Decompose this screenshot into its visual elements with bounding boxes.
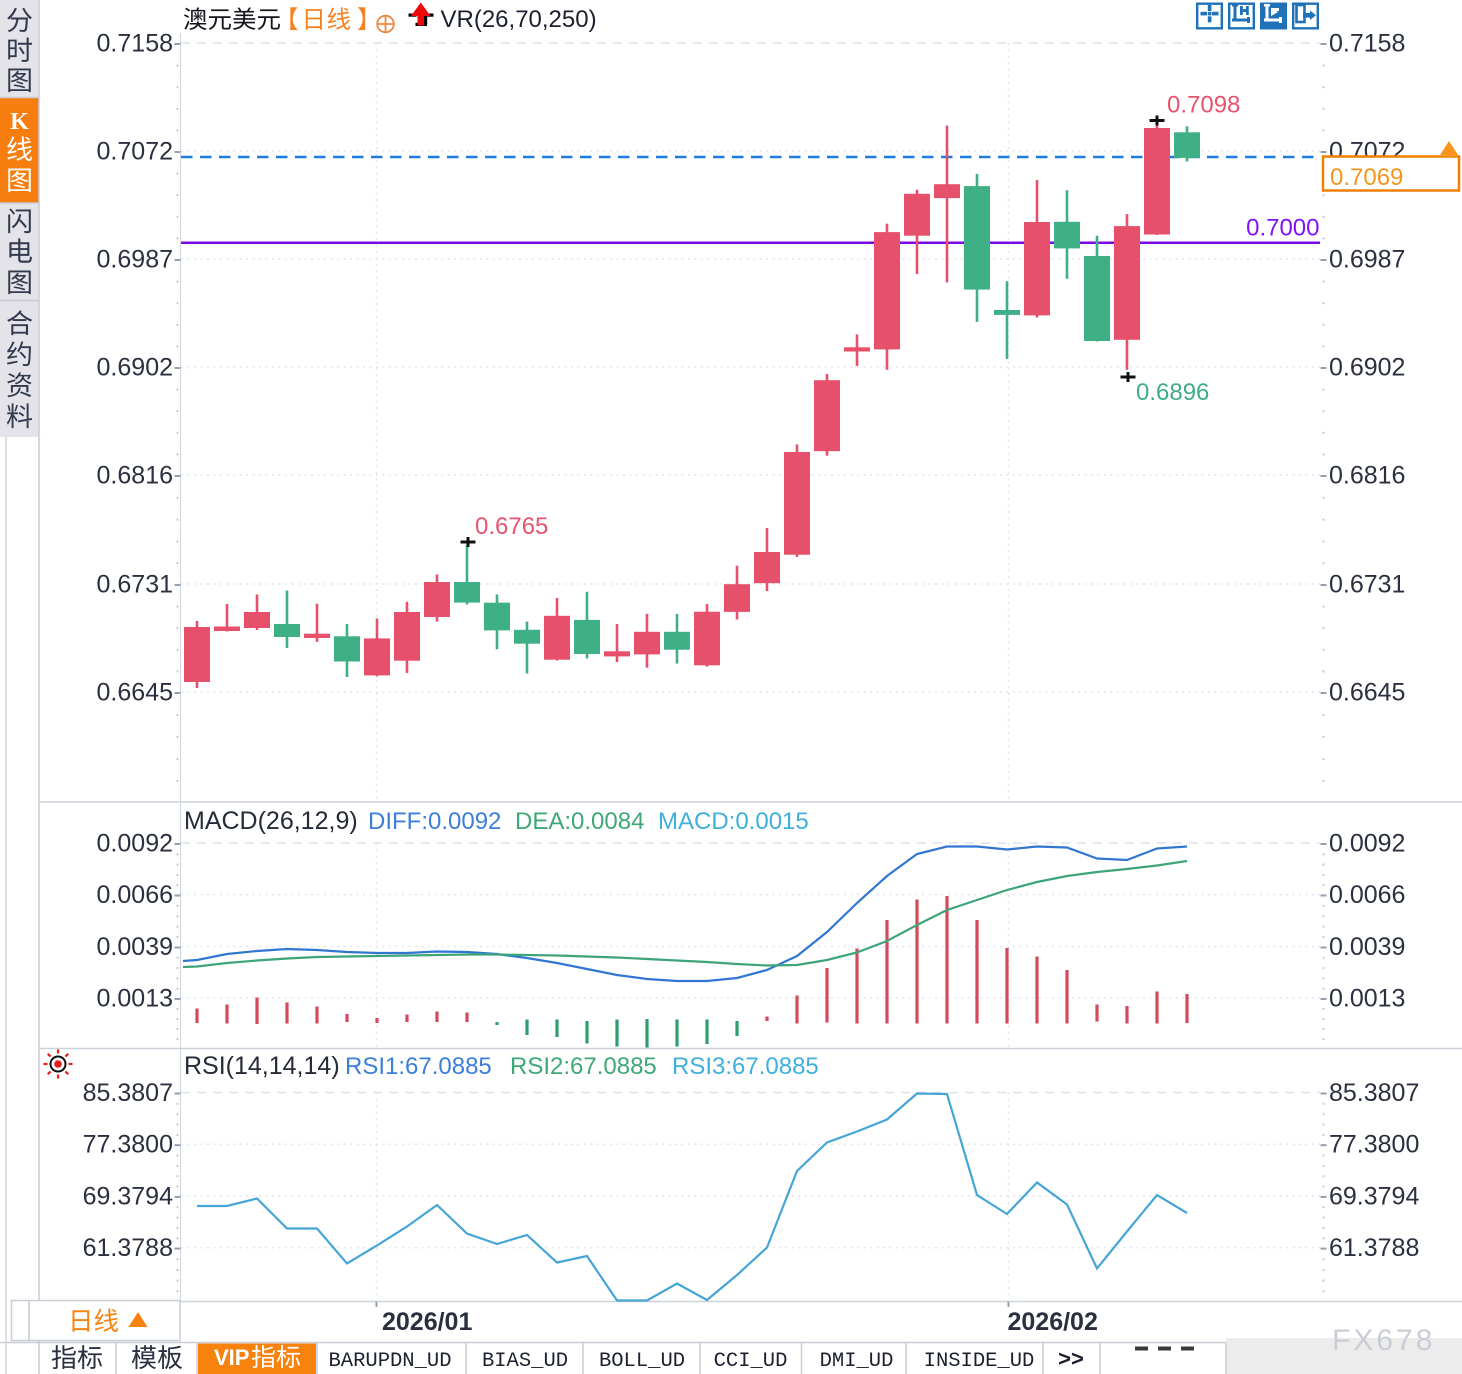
svg-text:85.3807: 85.3807	[83, 1079, 173, 1107]
svg-text:DEA:0.0084: DEA:0.0084	[515, 808, 644, 835]
svg-text:0.6816: 0.6816	[97, 462, 173, 490]
svg-text:2026/01: 2026/01	[382, 1308, 472, 1336]
svg-text:BIAS_UD: BIAS_UD	[482, 1350, 568, 1373]
svg-text:CCI_UD: CCI_UD	[714, 1350, 788, 1373]
svg-text:DIFF:0.0092: DIFF:0.0092	[368, 808, 501, 835]
svg-text:INSIDE_UD: INSIDE_UD	[924, 1350, 1035, 1373]
svg-text:0.0092: 0.0092	[97, 830, 173, 858]
svg-text:77.3800: 77.3800	[83, 1131, 173, 1159]
svg-text:BOLL_UD: BOLL_UD	[599, 1350, 685, 1373]
svg-text:0.7158: 0.7158	[1329, 30, 1405, 58]
svg-text:0.0039: 0.0039	[97, 933, 173, 961]
svg-text:0.6987: 0.6987	[1329, 246, 1405, 274]
svg-text:0.6731: 0.6731	[97, 571, 173, 599]
svg-text:85.3807: 85.3807	[1329, 1079, 1419, 1107]
svg-text:RSI3:67.0885: RSI3:67.0885	[672, 1053, 819, 1080]
svg-text:K: K	[10, 109, 29, 135]
svg-text:0.7098: 0.7098	[1167, 92, 1240, 119]
svg-text:MACD(26,12,9): MACD(26,12,9)	[184, 807, 358, 835]
svg-text:VIP: VIP	[214, 1345, 249, 1370]
svg-text:0.0066: 0.0066	[97, 881, 173, 909]
svg-text:0.6902: 0.6902	[1329, 354, 1405, 382]
svg-text:0.0013: 0.0013	[1329, 985, 1405, 1013]
svg-text:0.6816: 0.6816	[1329, 462, 1405, 490]
svg-text:0.7000: 0.7000	[1246, 215, 1319, 242]
svg-text:FX678: FX678	[1332, 1324, 1435, 1357]
svg-text:61.3788: 61.3788	[83, 1234, 173, 1262]
svg-text:0.7158: 0.7158	[97, 30, 173, 58]
svg-text:BARUPDN_UD: BARUPDN_UD	[328, 1350, 451, 1373]
svg-text:2026/02: 2026/02	[1008, 1308, 1098, 1336]
svg-text:0.6645: 0.6645	[97, 679, 173, 707]
svg-text:0.0066: 0.0066	[1329, 881, 1405, 909]
svg-text:VR(26,70,250): VR(26,70,250)	[441, 6, 597, 33]
svg-text:0.0013: 0.0013	[97, 985, 173, 1013]
svg-text:69.3794: 69.3794	[83, 1182, 173, 1210]
svg-text:>>: >>	[1058, 1346, 1084, 1371]
svg-text:0.6902: 0.6902	[97, 354, 173, 382]
svg-text:RSI1:67.0885: RSI1:67.0885	[345, 1053, 492, 1080]
svg-text:0.6896: 0.6896	[1136, 379, 1209, 406]
svg-text:RSI(14,14,14): RSI(14,14,14)	[184, 1052, 340, 1080]
svg-text:0.7072: 0.7072	[97, 138, 173, 166]
svg-text:0.0039: 0.0039	[1329, 933, 1405, 961]
svg-text:MACD:0.0015: MACD:0.0015	[658, 808, 809, 835]
svg-text:0.6765: 0.6765	[475, 513, 548, 540]
svg-text:77.3800: 77.3800	[1329, 1131, 1419, 1159]
svg-text:0.6731: 0.6731	[1329, 571, 1405, 599]
svg-text:0.7069: 0.7069	[1330, 164, 1403, 191]
svg-text:0.6645: 0.6645	[1329, 679, 1405, 707]
svg-text:0.0092: 0.0092	[1329, 830, 1405, 858]
svg-text:69.3794: 69.3794	[1329, 1182, 1419, 1210]
svg-text:RSI2:67.0885: RSI2:67.0885	[510, 1053, 657, 1080]
svg-text:DMI_UD: DMI_UD	[820, 1350, 894, 1373]
svg-text:0.6987: 0.6987	[97, 246, 173, 274]
svg-text:61.3788: 61.3788	[1329, 1234, 1419, 1262]
